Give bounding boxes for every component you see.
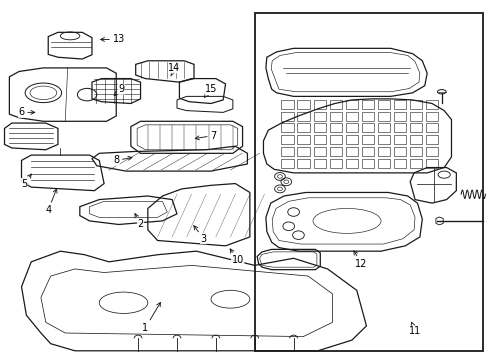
Bar (330, 112, 342, 121)
Bar (410, 159, 422, 167)
Bar (345, 123, 358, 132)
Bar (378, 100, 390, 109)
Bar (297, 159, 310, 167)
Bar (297, 135, 310, 144)
Text: 14: 14 (169, 63, 181, 76)
Bar (314, 100, 326, 109)
Bar (410, 123, 422, 132)
Bar (297, 112, 310, 121)
Bar (314, 147, 326, 156)
Bar (314, 159, 326, 167)
Bar (362, 100, 374, 109)
Text: 12: 12 (354, 251, 368, 269)
Bar (345, 112, 358, 121)
Bar (281, 135, 294, 144)
Bar (393, 123, 406, 132)
Bar (393, 100, 406, 109)
Bar (393, 159, 406, 167)
Bar (378, 135, 390, 144)
Bar (410, 112, 422, 121)
Bar (330, 123, 342, 132)
Bar (426, 147, 438, 156)
Bar (393, 112, 406, 121)
Text: 5: 5 (21, 174, 31, 189)
Bar (255, 13, 483, 351)
Bar (362, 159, 374, 167)
Bar (314, 123, 326, 132)
Bar (330, 159, 342, 167)
Text: 8: 8 (113, 156, 132, 166)
Bar (345, 100, 358, 109)
Ellipse shape (438, 90, 446, 94)
Bar (314, 135, 326, 144)
Bar (281, 112, 294, 121)
Text: 7: 7 (196, 131, 217, 140)
Bar (330, 147, 342, 156)
Bar (362, 123, 374, 132)
Bar (426, 112, 438, 121)
Text: 11: 11 (409, 322, 421, 336)
Text: 4: 4 (45, 189, 57, 215)
Bar (378, 159, 390, 167)
Bar (297, 147, 310, 156)
Text: 13: 13 (100, 35, 125, 44)
Bar (281, 123, 294, 132)
Bar (330, 100, 342, 109)
Text: 15: 15 (204, 84, 217, 98)
Bar (410, 135, 422, 144)
Text: 10: 10 (230, 249, 244, 265)
Bar (281, 147, 294, 156)
Bar (281, 100, 294, 109)
Text: 3: 3 (194, 226, 207, 244)
Bar (378, 123, 390, 132)
Bar (362, 112, 374, 121)
Text: 1: 1 (142, 302, 160, 333)
Bar (378, 112, 390, 121)
Bar (345, 147, 358, 156)
Bar (426, 159, 438, 167)
Bar (362, 147, 374, 156)
Bar (330, 135, 342, 144)
Bar (345, 135, 358, 144)
Bar (426, 100, 438, 109)
Bar (410, 147, 422, 156)
Text: 6: 6 (19, 107, 35, 117)
Bar (314, 112, 326, 121)
Bar (426, 123, 438, 132)
Bar (378, 147, 390, 156)
Bar (281, 159, 294, 167)
Bar (426, 135, 438, 144)
Bar (345, 159, 358, 167)
Text: 9: 9 (114, 84, 124, 96)
Bar (393, 135, 406, 144)
Text: 2: 2 (135, 213, 144, 229)
Bar (362, 135, 374, 144)
Bar (297, 100, 310, 109)
Bar (410, 100, 422, 109)
Bar (297, 123, 310, 132)
Bar (393, 147, 406, 156)
